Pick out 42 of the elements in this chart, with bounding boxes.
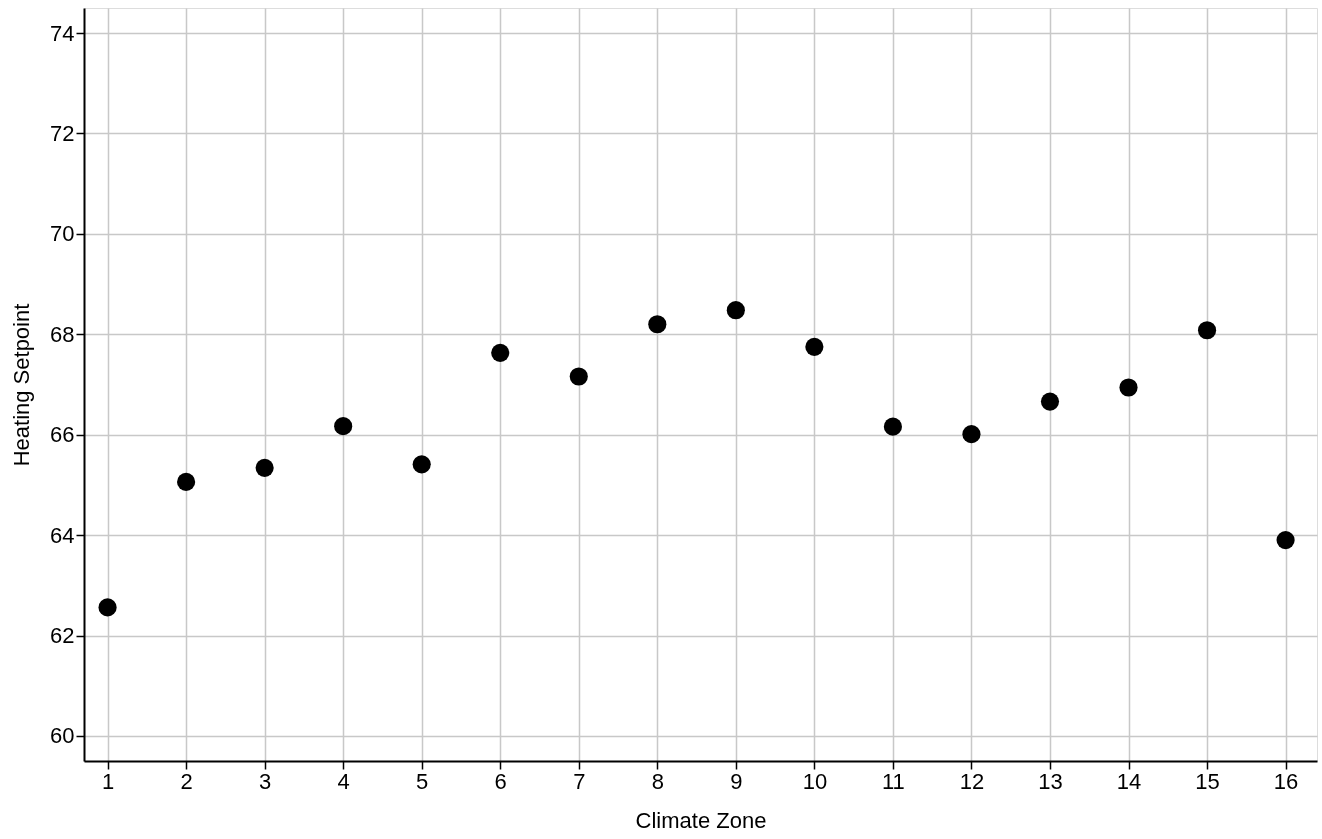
y-axis-title: Heating Setpoint	[9, 303, 35, 467]
x-tick-label: 9	[730, 768, 743, 794]
x-tick-label: 14	[1116, 768, 1142, 794]
y-tick-label: 62	[50, 623, 75, 648]
x-tick-label: 16	[1273, 768, 1299, 794]
point	[648, 315, 667, 334]
point	[1197, 321, 1217, 340]
x-tick-label: 12	[959, 768, 985, 794]
point	[491, 343, 510, 362]
point	[334, 417, 353, 436]
point	[177, 472, 196, 491]
x-tick-label: 13	[1038, 768, 1063, 794]
point	[98, 598, 117, 617]
point	[412, 455, 431, 474]
x-tick-label: 3	[259, 768, 272, 794]
x-tick-label: 5	[416, 768, 429, 794]
point	[883, 417, 902, 436]
y-tick-label: 66	[50, 422, 75, 448]
y-tick-label: 64	[50, 522, 75, 548]
y-tick-label: 60	[50, 723, 75, 749]
point	[1276, 531, 1295, 550]
x-tick-label: 15	[1195, 768, 1220, 794]
x-tick-label: 11	[881, 768, 905, 794]
x-tick-label: 2	[180, 768, 193, 794]
x-axis-title: Climate Zone	[635, 807, 767, 833]
x-tick-label: 10	[802, 768, 828, 794]
y-tick-label: 74	[50, 20, 75, 46]
point	[962, 425, 981, 444]
point	[255, 458, 274, 477]
y-tick-label: 72	[50, 121, 75, 146]
point	[805, 337, 824, 356]
x-tick-label: 4	[337, 768, 350, 794]
x-tick-label: 1	[101, 768, 115, 794]
point	[1119, 378, 1138, 397]
y-tick-label: 68	[50, 321, 75, 347]
point	[1040, 392, 1060, 411]
x-tick-label: 6	[494, 768, 507, 794]
y-tick-label: 70	[50, 221, 75, 247]
x-tick-label: 8	[651, 768, 664, 794]
point	[569, 367, 588, 386]
x-tick-label: 7	[573, 768, 586, 794]
point	[726, 301, 745, 320]
